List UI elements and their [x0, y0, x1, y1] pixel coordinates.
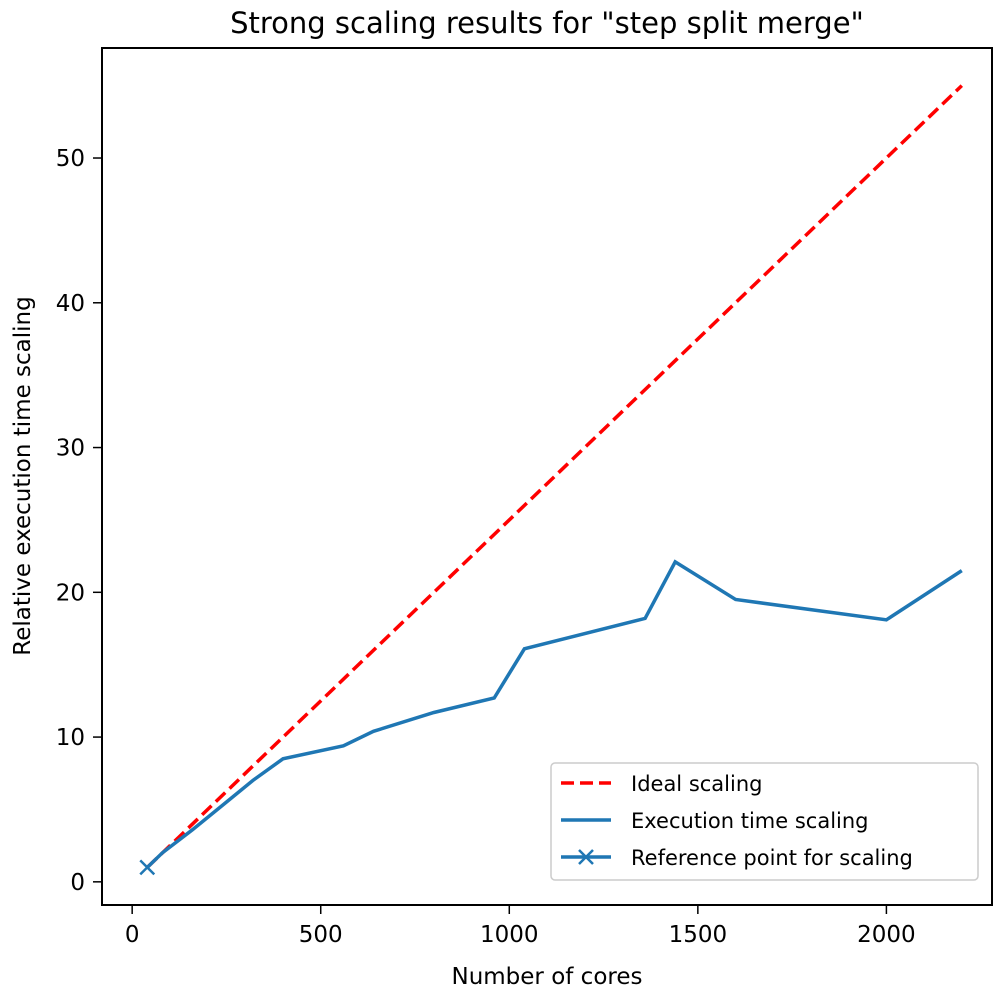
legend-label: Ideal scaling [631, 772, 763, 796]
y-tick-label: 0 [70, 870, 85, 896]
plot-area [139, 84, 964, 876]
axes-frame [101, 47, 993, 906]
chart-title: Strong scaling results for "step split m… [230, 6, 864, 40]
x-axis-label: Number of cores [452, 964, 643, 990]
legend-swatch-marker [578, 849, 594, 865]
execution-time-line [146, 559, 963, 869]
y-tick-label: 20 [56, 580, 85, 606]
x-tick-label: 0 [125, 922, 140, 948]
y-tick-label: 30 [56, 436, 85, 462]
y-tick-label: 40 [56, 291, 85, 317]
legend-box [550, 762, 979, 881]
y-axis-label: Relative execution time scaling [10, 296, 36, 655]
x-tick-label: 1000 [480, 922, 539, 948]
x-tick-label: 1500 [669, 922, 728, 948]
legend-label: Execution time scaling [631, 809, 869, 833]
legend: Ideal scaling Execution time scaling Refer… [550, 762, 979, 881]
ideal-scaling-line [146, 84, 964, 869]
axis-ticks: 0 500 1000 1500 2000 0 10 20 30 40 50 [56, 146, 916, 948]
legend-label: Reference point for scaling [631, 846, 913, 870]
y-tick-label: 10 [56, 725, 85, 751]
x-tick-label: 500 [299, 922, 343, 948]
reference-point-marker [139, 859, 156, 876]
y-tick-label: 50 [56, 146, 85, 172]
x-tick-label: 2000 [857, 922, 916, 948]
